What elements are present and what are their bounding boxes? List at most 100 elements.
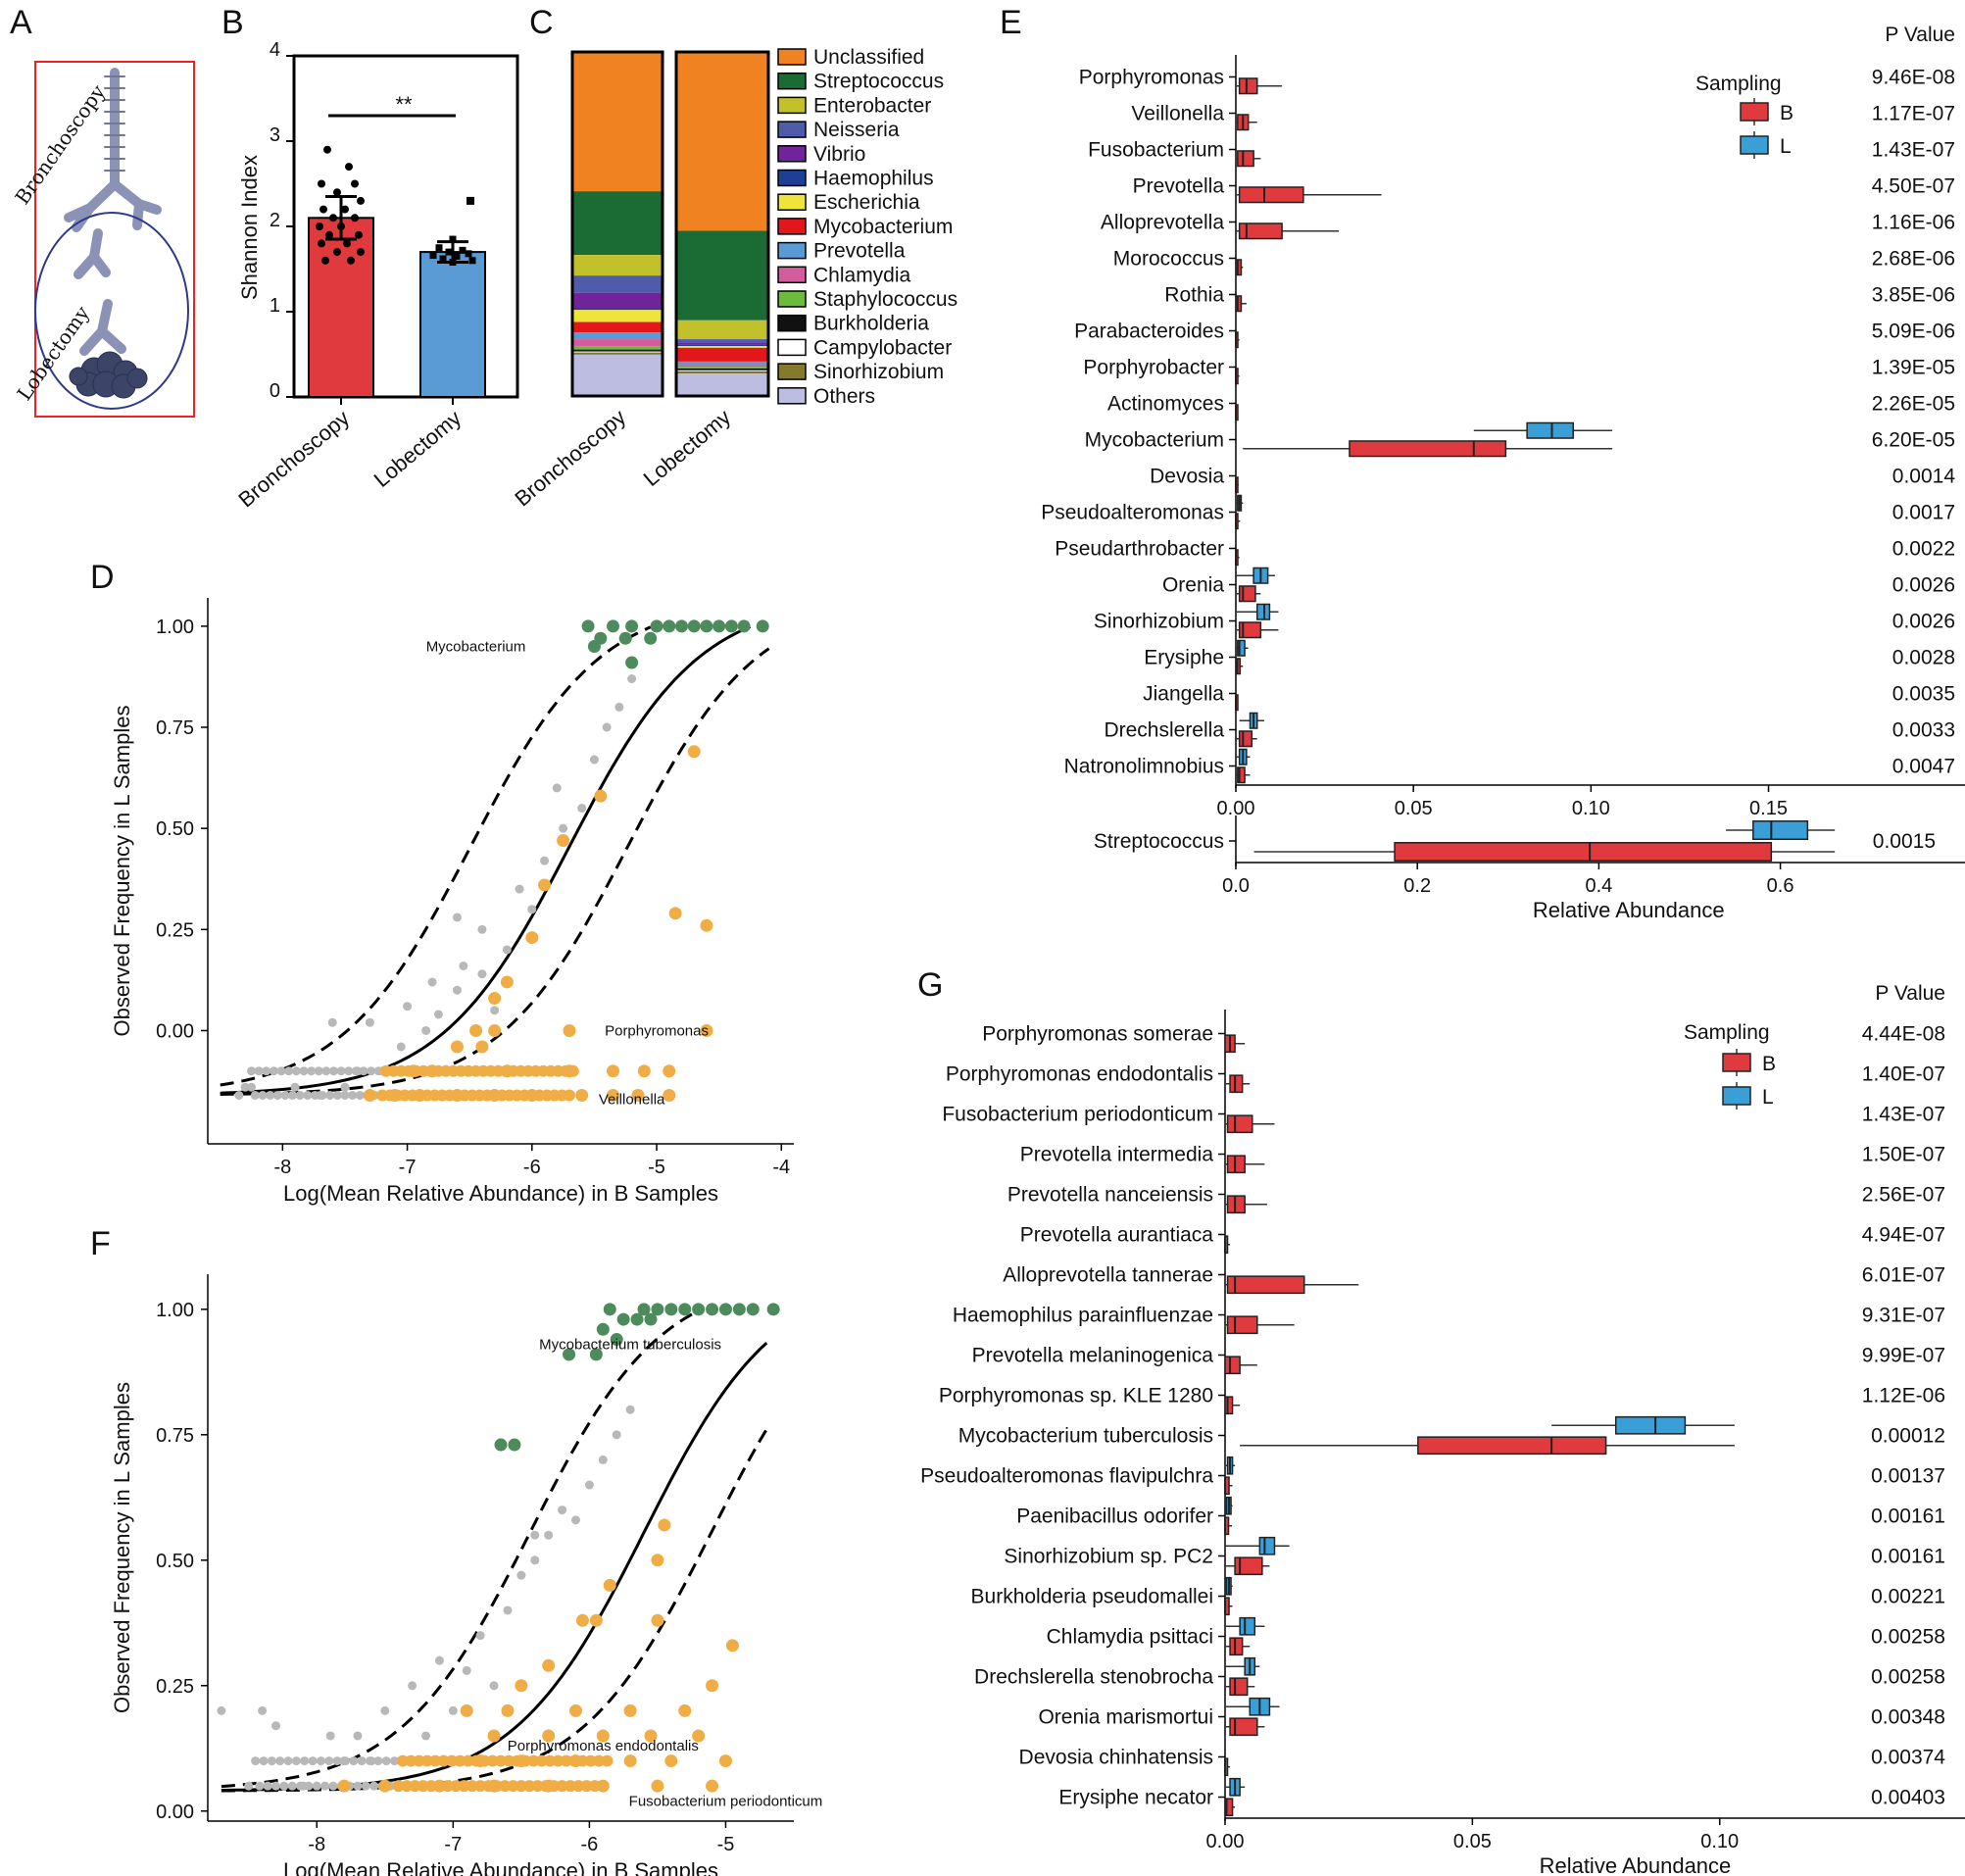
point-above — [664, 1303, 678, 1316]
point-neutral — [325, 1731, 335, 1741]
point-below — [692, 1729, 706, 1743]
segment-burkholderia-lobectomy — [676, 368, 768, 370]
sample-dot — [341, 205, 349, 214]
p-value: 0.0035 — [1892, 683, 1955, 706]
sample-dot — [357, 248, 365, 257]
point-neutral — [558, 1506, 567, 1515]
point-neutral — [353, 1066, 363, 1076]
p-value: 0.00221 — [1871, 1586, 1945, 1608]
point-below — [363, 1088, 376, 1102]
x-tick-label: -6 — [580, 1834, 598, 1855]
point-below — [651, 1554, 664, 1567]
segment-mycobacterium-lobectomy — [676, 347, 768, 362]
point-neutral — [452, 913, 462, 922]
point-above — [607, 619, 620, 633]
segment-staphylococcus-bronchoscopy — [572, 346, 663, 350]
box-b — [1226, 1315, 1258, 1335]
point-below — [527, 1754, 540, 1767]
panel-g-pvalue-header: P Value — [1875, 982, 1945, 1005]
y-tick-label: 3 — [270, 124, 280, 146]
point-above — [494, 1438, 508, 1452]
point-below — [523, 1780, 536, 1793]
point-above — [650, 619, 663, 633]
point-neutral — [361, 1781, 370, 1791]
box-b — [1238, 621, 1262, 639]
point-neutral — [312, 1781, 321, 1791]
point-above — [581, 619, 595, 633]
point-neutral — [284, 1066, 294, 1076]
point-below — [437, 1754, 450, 1767]
legend-swatch-unclassified — [777, 48, 807, 66]
point-above — [737, 619, 751, 633]
point-neutral — [475, 1631, 485, 1641]
box-b — [1226, 1275, 1305, 1295]
point-below — [454, 1754, 467, 1767]
legend-label: Sinorhizobium — [813, 361, 944, 383]
sample-dot — [357, 196, 365, 205]
point-below — [560, 1754, 572, 1767]
point-neutral — [355, 1090, 365, 1100]
point-below — [556, 1780, 568, 1793]
legend-swatch-staphylococcus — [777, 290, 807, 308]
box-b — [1226, 1195, 1246, 1214]
box-b — [1417, 1436, 1607, 1456]
legend-swatch-neisseria — [777, 121, 807, 138]
legend-swatch-campylobacter — [777, 338, 807, 357]
x-tick-label: 0.2 — [1403, 875, 1431, 897]
fit-curve — [220, 625, 752, 1095]
category-label: Porphyrobacter — [1083, 357, 1224, 379]
category-label: Sinorhizobium — [1094, 611, 1224, 633]
x-tick-label: Lobectomy — [639, 405, 736, 491]
category-label: Alloprevotella tannerae — [1003, 1264, 1213, 1287]
panel-e-legend-title: Sampling — [1695, 73, 1782, 95]
point-below — [475, 1040, 489, 1054]
legend-label: Streptococcus — [813, 71, 944, 93]
point-above — [644, 1312, 658, 1326]
point-below — [700, 918, 713, 932]
p-value: 0.00258 — [1871, 1626, 1945, 1649]
point-neutral — [327, 1017, 337, 1027]
category-label: Mycobacterium tuberculosis — [958, 1425, 1213, 1448]
segment-prevotella-lobectomy — [676, 361, 768, 366]
point-neutral — [503, 1605, 513, 1615]
point-neutral — [477, 969, 487, 979]
x-axis-title: Log(Mean Relative Abundance) in B Sample… — [283, 1858, 718, 1876]
point-above — [718, 1303, 732, 1316]
point-neutral — [602, 722, 612, 732]
point-neutral — [291, 1756, 301, 1766]
upper-ci-curve — [221, 1308, 700, 1789]
category-label: Erysiphe — [1144, 647, 1224, 669]
sample-square — [467, 196, 474, 205]
legend-swatch-b — [1740, 102, 1769, 122]
legend-label: Neisseria — [813, 119, 900, 141]
point-below — [378, 1779, 392, 1793]
x-tick-label: 0.15 — [1749, 798, 1788, 819]
point-above — [678, 1303, 692, 1316]
sample-square — [449, 259, 457, 267]
point-below — [542, 1729, 556, 1743]
point-neutral — [434, 1655, 444, 1665]
segment-chlamydia-bronchoscopy — [572, 339, 663, 347]
point-below — [663, 1088, 676, 1102]
point-neutral — [349, 1756, 359, 1766]
panel-a-letter: A — [10, 4, 32, 41]
point-below — [575, 1088, 589, 1102]
panel-b: B 0 1 2 3 4 Shannon Index Bronchoscopy Lobectom… — [221, 4, 519, 512]
point-neutral — [262, 1066, 271, 1076]
point-below — [507, 1780, 519, 1793]
segment-sinorhizobium-bronchoscopy — [572, 353, 663, 355]
point-below — [542, 1779, 556, 1793]
category-label: Devosia — [1150, 466, 1224, 488]
point-above — [651, 1303, 664, 1316]
panel-f-letter: F — [90, 1225, 111, 1262]
y-axis-title: Observed Frequency in L Samples — [110, 706, 134, 1037]
p-value: 0.00374 — [1871, 1747, 1945, 1769]
point-above — [712, 619, 726, 633]
point-neutral — [462, 1665, 471, 1675]
sample-square — [465, 250, 472, 258]
point-below — [487, 1729, 501, 1743]
segment-haemophilus-lobectomy — [676, 344, 768, 347]
point-neutral — [329, 1066, 339, 1076]
box-l — [1239, 1616, 1256, 1636]
point-below — [572, 1780, 585, 1793]
